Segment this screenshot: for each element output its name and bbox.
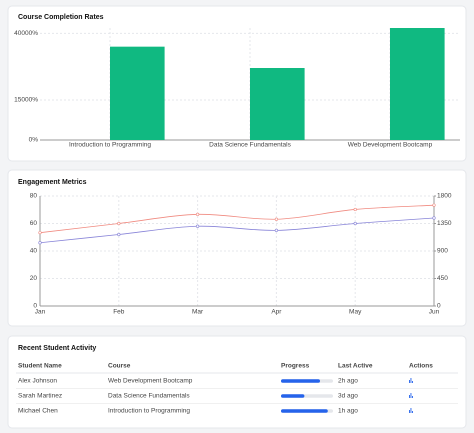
y2-tick-label: 1350: [437, 220, 452, 227]
x-tick-label: Jun: [429, 309, 440, 316]
bar: [110, 46, 165, 140]
action-icon: [410, 393, 412, 398]
cell: Introduction to Programming: [108, 408, 190, 415]
y-tick-label: 40: [30, 248, 38, 255]
cell: Alex Johnson: [18, 378, 57, 385]
cell: Web Development Bootcamp: [108, 378, 193, 385]
column-header: Progress: [281, 363, 310, 370]
cell: 2h ago: [338, 378, 358, 385]
series-line: [39, 204, 435, 234]
point: [432, 203, 436, 207]
y-tick-label: 40000%: [14, 30, 38, 37]
cell: 1h ago: [338, 408, 358, 415]
action-icon: [409, 395, 410, 398]
action-icon: [412, 381, 413, 383]
bar: [250, 68, 305, 140]
y-tick-label: 60: [30, 220, 38, 227]
y-tick-label: 0: [33, 303, 37, 310]
y-tick-label: 0%: [29, 137, 39, 144]
action-icon: [409, 410, 410, 413]
x-tick-label: Apr: [271, 309, 282, 316]
point: [274, 228, 279, 232]
x-tick-label: Introduction to Programming: [69, 142, 151, 149]
cell: 3d ago: [338, 393, 358, 400]
card-title: Engagement Metrics: [18, 179, 87, 186]
action-icon: [412, 396, 413, 398]
x-tick-label: Mar: [192, 309, 204, 316]
point: [353, 221, 357, 226]
point: [38, 231, 42, 235]
series-line: [39, 217, 435, 244]
progress-bar: [281, 409, 328, 413]
x-tick-label: Feb: [113, 309, 125, 316]
cell: Data Science Fundamentals: [108, 393, 190, 400]
action-icon: [410, 378, 412, 383]
point: [196, 212, 200, 216]
x-tick-label: Jan: [35, 309, 46, 316]
action-icon: [410, 408, 412, 413]
y2-tick-label: 0: [437, 303, 441, 310]
point: [38, 241, 42, 245]
action-icon: [412, 411, 413, 413]
cell: Michael Chen: [18, 408, 58, 415]
progress-bar: [281, 379, 320, 383]
y-tick-label: 80: [30, 193, 38, 200]
x-tick-label: May: [349, 309, 362, 316]
column-header: Student Name: [18, 363, 62, 370]
point: [117, 221, 121, 226]
cell: Sarah Martinez: [18, 393, 62, 400]
y2-tick-label: 450: [437, 275, 448, 282]
y-tick-label: 20: [30, 275, 38, 282]
y-tick-label: 15000%: [14, 97, 38, 104]
card: [7, 169, 467, 327]
point: [353, 207, 357, 212]
x-tick-label: Web Development Bootcamp: [348, 142, 433, 149]
y2-tick-label: 1800: [437, 193, 452, 200]
card-title: Course Completion Rates: [18, 14, 104, 21]
column-header: Course: [108, 363, 131, 370]
point: [196, 224, 200, 228]
y2-tick-label: 900: [437, 248, 448, 255]
bar: [390, 28, 445, 140]
progress-bar: [281, 394, 305, 398]
point: [432, 216, 436, 220]
action-icon: [409, 380, 410, 383]
column-header: Actions: [409, 363, 433, 370]
x-tick-label: Data Science Fundamentals: [209, 142, 291, 149]
point: [274, 217, 279, 221]
card-title: Recent Student Activity: [18, 345, 96, 352]
card: [7, 335, 467, 429]
column-header: Last Active: [338, 363, 373, 370]
point: [117, 232, 121, 237]
